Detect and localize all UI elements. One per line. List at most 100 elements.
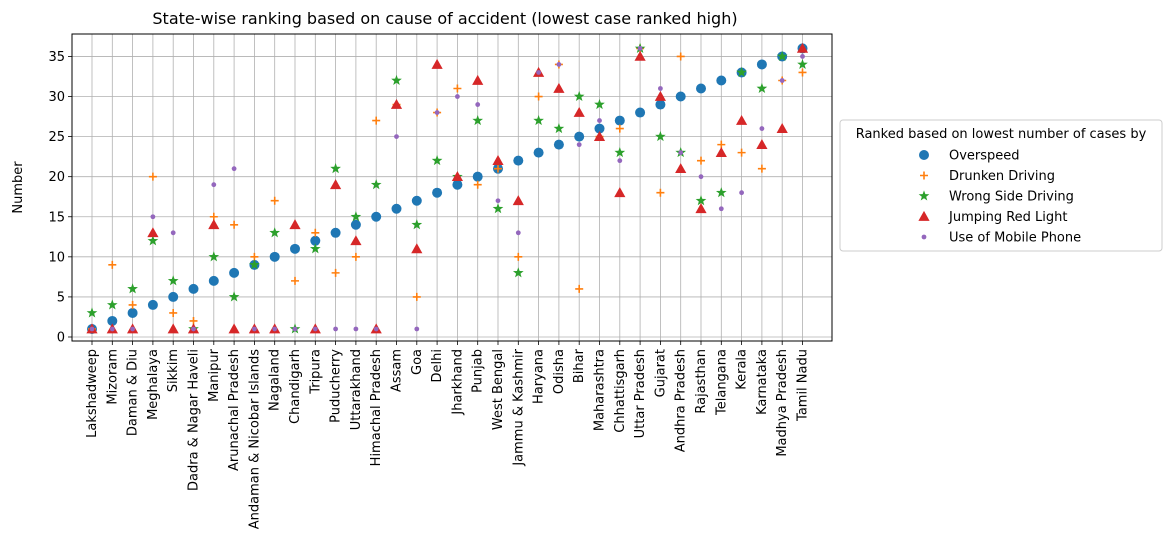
point-overspeed	[533, 147, 544, 158]
point-overspeed	[391, 203, 402, 214]
point-use-of-mobile-phone	[170, 230, 176, 236]
point-jumping-red-light	[654, 90, 666, 101]
x-tick-label: Meghalaya	[146, 349, 161, 420]
point-drunken-driving	[291, 276, 299, 285]
point-drunken-driving	[453, 84, 462, 93]
point-wrong-side-driving	[614, 147, 626, 158]
point-use-of-mobile-phone	[495, 198, 501, 204]
point-drunken-driving	[372, 116, 381, 125]
point-overspeed	[452, 179, 463, 190]
point-overspeed	[574, 131, 585, 142]
legend-marker-wrong-side-driving	[918, 190, 930, 201]
y-tick-label: 0	[57, 330, 65, 345]
y-axis-ticks: 0 5 10 15 20 25 30 35	[48, 50, 72, 345]
point-jumping-red-light	[492, 155, 504, 166]
point-jumping-red-light	[512, 195, 524, 206]
point-jumping-red-light	[208, 219, 220, 230]
point-drunken-driving	[737, 148, 746, 157]
legend-title: Ranked based on lowest number of cases b…	[856, 127, 1147, 142]
x-tick-label: Lakshadweep	[85, 349, 100, 438]
legend-label-use-of-mobile-phone: Use of Mobile Phone	[949, 231, 1081, 246]
point-use-of-mobile-phone	[455, 94, 460, 99]
point-use-of-mobile-phone	[211, 182, 217, 188]
x-tick-label: Jammu & Kashmir	[511, 348, 526, 466]
point-wrong-side-driving	[249, 259, 260, 270]
x-tick-label: Madhya Pradesh	[775, 349, 790, 457]
point-overspeed	[432, 187, 443, 198]
point-drunken-driving	[311, 228, 320, 237]
point-jumping-red-light	[451, 171, 463, 182]
point-jumping-red-light	[634, 50, 646, 61]
point-overspeed	[269, 251, 280, 262]
point-use-of-mobile-phone	[312, 326, 318, 332]
x-tick-label: Andaman & Nicobar Islands	[247, 349, 262, 529]
point-drunken-driving	[331, 268, 340, 277]
point-overspeed	[127, 307, 138, 318]
point-drunken-driving	[615, 124, 624, 133]
point-wrong-side-driving	[756, 82, 768, 94]
point-use-of-mobile-phone	[272, 326, 278, 332]
point-wrong-side-driving	[127, 283, 138, 294]
point-jumping-red-light	[330, 179, 342, 190]
point-wrong-side-driving	[776, 50, 788, 61]
y-tick-label: 25	[48, 130, 65, 145]
point-use-of-mobile-phone	[617, 158, 623, 164]
point-wrong-side-driving	[370, 179, 382, 190]
point-drunken-driving	[351, 252, 360, 261]
x-tick-label: Kerala	[735, 349, 750, 390]
point-drunken-driving	[534, 92, 543, 101]
point-jumping-red-light	[390, 98, 403, 109]
point-jumping-red-light	[695, 203, 707, 214]
point-wrong-side-driving	[411, 219, 423, 230]
point-overspeed	[330, 227, 341, 238]
point-wrong-side-driving	[431, 155, 443, 166]
point-drunken-driving	[514, 252, 523, 261]
point-drunken-driving	[676, 52, 685, 61]
point-use-of-mobile-phone	[252, 326, 257, 332]
point-use-of-mobile-phone	[353, 326, 359, 332]
point-overspeed	[696, 83, 706, 94]
point-use-of-mobile-phone	[373, 326, 379, 332]
point-jumping-red-light	[736, 114, 748, 125]
point-jumping-red-light	[614, 187, 626, 198]
x-tick-label: Andhra Pradesh	[674, 349, 689, 452]
x-tick-label: Karnataka	[755, 349, 770, 415]
point-use-of-mobile-phone	[800, 54, 805, 59]
x-tick-label: West Bengal	[491, 349, 506, 430]
point-wrong-side-driving	[391, 74, 402, 86]
plot-frame	[71, 33, 833, 342]
point-wrong-side-driving	[594, 98, 605, 110]
y-tick-label: 35	[48, 50, 65, 65]
point-use-of-mobile-phone	[576, 142, 582, 148]
point-drunken-driving	[230, 220, 239, 229]
x-tick-label: Uttarakhand	[349, 349, 364, 430]
point-wrong-side-driving	[512, 267, 524, 278]
point-wrong-side-driving	[472, 114, 484, 126]
x-tick-label: Punjab	[471, 349, 486, 393]
point-overspeed	[310, 235, 321, 246]
point-use-of-mobile-phone	[536, 70, 541, 75]
point-overspeed	[472, 171, 483, 182]
point-use-of-mobile-phone	[434, 110, 440, 115]
legend-marker-use-of-mobile-phone	[921, 234, 927, 240]
point-use-of-mobile-phone	[739, 190, 744, 196]
x-tick-label: Tripura	[308, 349, 323, 395]
x-tick-label: Manipur	[207, 348, 222, 402]
point-wrong-side-driving	[309, 243, 321, 254]
point-use-of-mobile-phone	[556, 62, 562, 67]
y-tick-label: 15	[48, 210, 65, 225]
point-use-of-mobile-phone	[130, 326, 136, 332]
x-tick-label: Rajasthan	[694, 349, 709, 414]
point-use-of-mobile-phone	[475, 102, 481, 107]
point-jumping-red-light	[796, 42, 809, 53]
point-use-of-mobile-phone	[718, 206, 724, 212]
point-wrong-side-driving	[573, 90, 585, 102]
point-use-of-mobile-phone	[597, 118, 602, 123]
point-overspeed	[756, 59, 767, 70]
point-wrong-side-driving	[228, 291, 240, 302]
point-use-of-mobile-phone	[394, 134, 399, 140]
y-tick-label: 20	[48, 170, 65, 185]
point-use-of-mobile-phone	[89, 326, 95, 332]
x-tick-label: Haryana	[532, 349, 547, 404]
